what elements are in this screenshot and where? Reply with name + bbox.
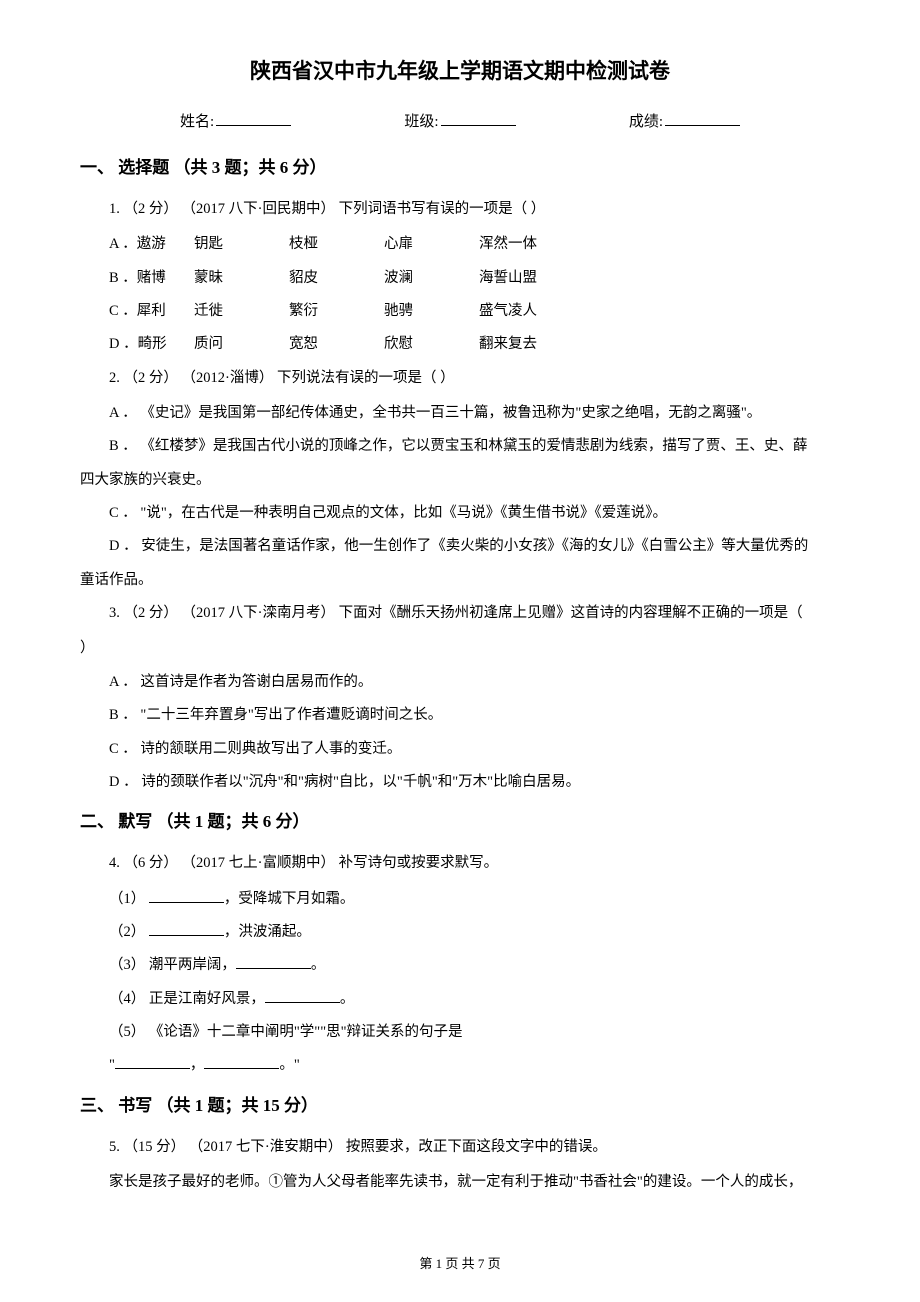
class-blank	[441, 125, 516, 126]
q1-optB-w3: 波澜	[384, 262, 479, 295]
q1-optB-w2: 貂皮	[289, 262, 384, 295]
q4-s1: （1） ，受降城下月如霜。	[80, 883, 840, 916]
q1-optA-w4: 浑然一体	[479, 228, 537, 261]
student-info-row: 姓名: 班级: 成绩:	[80, 110, 840, 131]
q4-s5-blanks: " ， 。"	[80, 1049, 840, 1082]
q3-stem-cont: ）	[80, 632, 840, 665]
score-blank	[665, 125, 740, 126]
q4-s4-post: 。	[340, 991, 355, 1007]
q2-optA: A ． 《史记》是我国第一部纪传体通史，全书共一百三十篇，被鲁迅称为"史家之绝唱…	[80, 397, 840, 430]
q1-optA-w1: 钥匙	[194, 228, 289, 261]
q2-optB: B ． 《红楼梦》是我国古代小说的顶峰之作，它以贾宝玉和林黛玉的爱情悲剧为线索，…	[80, 430, 840, 463]
q1-optC: C ．犀利 迁徙 繁衍 驰骋 盛气凌人	[80, 295, 840, 328]
q5-stem: 5. （15 分） （2017 七下·淮安期中） 按照要求，改正下面这段文字中的…	[80, 1131, 840, 1164]
q2-optD: D ． 安徒生，是法国著名童话作家，他一生创作了《卖火柴的小女孩》《海的女儿》《…	[80, 530, 840, 563]
q4-s5-q2: 。"	[279, 1057, 299, 1073]
q1-optA-w2: 枝桠	[289, 228, 384, 261]
q1-optD-label: D ．畸形	[109, 328, 194, 361]
q1-optC-w3: 驰骋	[384, 295, 479, 328]
q4-s4: （4） 正是江南好风景， 。	[80, 983, 840, 1016]
class-label: 班级:	[404, 110, 438, 131]
page-footer: 第 1 页 共 7 页	[0, 1253, 920, 1272]
q4-s1-post: ，受降城下月如霜。	[224, 891, 355, 907]
q3-optC: C ． 诗的颔联用二则典故写出了人事的变迁。	[80, 733, 840, 766]
name-blank	[216, 125, 291, 126]
q1-optA-label: A ．遨游	[109, 228, 194, 261]
q4-s5: （5） 《论语》十二章中阐明"学""思"辩证关系的句子是	[80, 1016, 840, 1049]
q4-stem: 4. （6 分） （2017 七上·富顺期中） 补写诗句或按要求默写。	[80, 847, 840, 880]
name-field: 姓名:	[180, 110, 291, 131]
q1-optB-w4: 海誓山盟	[479, 262, 537, 295]
score-label: 成绩:	[629, 110, 663, 131]
score-field: 成绩:	[629, 110, 740, 131]
fill-blank	[265, 1002, 340, 1003]
q4-s2-pre: （2）	[109, 924, 149, 940]
fill-blank	[204, 1068, 279, 1069]
section2-header: 二、 默写 （共 1 题；共 6 分）	[80, 807, 840, 832]
q4-s3: （3） 潮平两岸阔， 。	[80, 949, 840, 982]
q4-s4-pre: （4） 正是江南好风景，	[109, 991, 265, 1007]
q4-s2-post: ，洪波涌起。	[224, 924, 311, 940]
q1-optB-w1: 蒙昧	[194, 262, 289, 295]
fill-blank	[236, 968, 311, 969]
q1-optD-w3: 欣慰	[384, 328, 479, 361]
q1-optA-w3: 心扉	[384, 228, 479, 261]
q4-s5-q1: "	[109, 1057, 115, 1073]
section1-header: 一、 选择题 （共 3 题；共 6 分）	[80, 153, 840, 178]
section3-header: 三、 书写 （共 1 题；共 15 分）	[80, 1091, 840, 1116]
q1-optA: A ．遨游 钥匙 枝桠 心扉 浑然一体	[80, 228, 840, 261]
q3-stem: 3. （2 分） （2017 八下·滦南月考） 下面对《酬乐天扬州初逢席上见赠》…	[80, 597, 840, 630]
exam-title: 陕西省汉中市九年级上学期语文期中检测试卷	[80, 55, 840, 85]
q2-optD-cont: 童话作品。	[80, 564, 840, 597]
q5-para: 家长是孩子最好的老师。①管为人父母者能率先读书，就一定有利于推动"书香社会"的建…	[80, 1166, 840, 1199]
q1-optD-w2: 宽恕	[289, 328, 384, 361]
q1-optD: D ．畸形 质问 宽恕 欣慰 翻来复去	[80, 328, 840, 361]
q1-optC-w4: 盛气凌人	[479, 295, 537, 328]
q1-optC-label: C ．犀利	[109, 295, 194, 328]
q1-optB: B ．赌博 蒙昧 貂皮 波澜 海誓山盟	[80, 262, 840, 295]
q3-optD: D ． 诗的颈联作者以"沉舟"和"病树"自比，以"千帆"和"万木"比喻白居易。	[80, 766, 840, 799]
q4-s2: （2） ，洪波涌起。	[80, 916, 840, 949]
q3-optB: B ． "二十三年弃置身"写出了作者遭贬谪时间之长。	[80, 699, 840, 732]
q4-s1-pre: （1）	[109, 891, 149, 907]
q1-stem: 1. （2 分） （2017 八下·回民期中） 下列词语书写有误的一项是（ ）	[80, 193, 840, 226]
fill-blank	[149, 902, 224, 903]
q4-s5-mid: ，	[190, 1057, 205, 1073]
q1-optC-w2: 繁衍	[289, 295, 384, 328]
q1-optD-w1: 质问	[194, 328, 289, 361]
q2-optB-cont: 四大家族的兴衰史。	[80, 464, 840, 497]
class-field: 班级:	[404, 110, 515, 131]
q1-optD-w4: 翻来复去	[479, 328, 537, 361]
fill-blank	[115, 1068, 190, 1069]
q4-s3-pre: （3） 潮平两岸阔，	[109, 957, 236, 973]
q1-optC-w1: 迁徙	[194, 295, 289, 328]
q2-stem: 2. （2 分） （2012·淄博） 下列说法有误的一项是（ ）	[80, 362, 840, 395]
q1-optB-label: B ．赌博	[109, 262, 194, 295]
q3-optA: A ． 这首诗是作者为答谢白居易而作的。	[80, 666, 840, 699]
name-label: 姓名:	[180, 110, 214, 131]
fill-blank	[149, 935, 224, 936]
q4-s3-post: 。	[311, 957, 326, 973]
q2-optC: C ． "说"，在古代是一种表明自己观点的文体，比如《马说》《黄生借书说》《爱莲…	[80, 497, 840, 530]
